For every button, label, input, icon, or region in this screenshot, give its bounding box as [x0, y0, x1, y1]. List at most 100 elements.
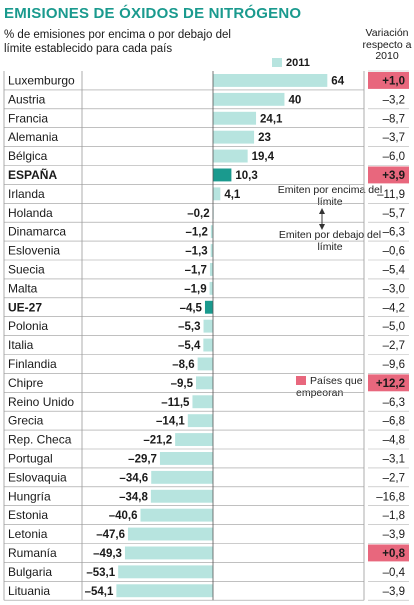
value-label: –1,3	[185, 246, 207, 258]
change-value: –0,6	[383, 246, 405, 258]
change-value: –8,7	[383, 113, 405, 125]
bar	[213, 149, 248, 163]
value-label: –47,6	[96, 529, 125, 541]
change-value: –1,8	[383, 510, 405, 522]
bar	[150, 489, 213, 503]
value-label: –1,9	[184, 283, 206, 295]
category-label: Lituania	[8, 584, 50, 598]
change-value: –0,4	[383, 567, 406, 579]
bar	[116, 584, 213, 598]
category-label: Dinamarca	[8, 225, 66, 239]
change-value: –6,3	[383, 227, 405, 239]
category-label: Chipre	[8, 376, 44, 390]
change-value: –3,9	[383, 529, 405, 541]
change-value: –4,8	[383, 435, 405, 447]
change-value: +1,0	[382, 76, 405, 88]
value-label: 40	[288, 94, 301, 106]
bar	[124, 546, 213, 560]
category-label: Luxemburgo	[8, 74, 75, 88]
category-label: Grecia	[8, 414, 44, 428]
category-label: Polonia	[8, 319, 48, 333]
bar	[213, 168, 232, 182]
category-label: Holanda	[8, 206, 53, 220]
bar	[213, 74, 328, 87]
value-label: –53,1	[86, 567, 115, 579]
arrow-down-head	[319, 224, 325, 230]
value-label: –40,6	[109, 510, 138, 522]
change-value: –3,9	[383, 586, 405, 598]
change-value: –11,9	[377, 189, 405, 201]
change-value: –5,4	[383, 265, 406, 277]
value-label: –49,3	[93, 548, 122, 560]
value-label: –54,1	[85, 586, 114, 598]
category-label: Alemania	[8, 130, 58, 144]
value-label: 64	[331, 76, 344, 88]
change-value: –5,7	[383, 208, 405, 220]
chart-subtitle: % de emisiones por encima o por debajo d…	[4, 29, 231, 55]
bar	[203, 338, 213, 352]
category-label: Estonia	[8, 508, 48, 522]
category-label: Reino Unido	[8, 395, 74, 409]
value-label: –1,7	[185, 265, 207, 277]
change-value: –6,8	[383, 416, 405, 428]
bar	[204, 300, 213, 314]
change-value: –3,1	[383, 454, 405, 466]
change-value: –3,7	[383, 132, 405, 144]
value-label: –11,5	[161, 397, 190, 409]
value-label: –8,6	[172, 359, 194, 371]
change-value: +12,2	[376, 378, 405, 390]
change-value: –5,0	[383, 321, 405, 333]
chart-title: EMISIONES DE ÓXIDOS DE NITRÓGENO	[4, 5, 302, 22]
legend-2011: 2011	[272, 57, 310, 69]
worse-highlight	[368, 544, 409, 562]
bar	[210, 244, 213, 257]
worse-legend: Países que empeoran	[296, 375, 376, 399]
category-label: Austria	[8, 92, 46, 106]
value-label: –34,8	[119, 491, 148, 503]
bar	[159, 452, 213, 465]
bar	[118, 565, 213, 579]
worse-highlight	[368, 72, 409, 89]
change-value: –3,2	[383, 94, 405, 106]
change-value: –16,8	[376, 491, 405, 503]
category-label: ESPAÑA	[8, 167, 57, 182]
value-label: –4,5	[180, 302, 203, 314]
value-label: –29,7	[128, 454, 157, 466]
change-value: –3,0	[383, 283, 405, 295]
worse-highlight	[368, 374, 409, 392]
bar	[203, 319, 213, 333]
bar	[213, 92, 285, 106]
category-label: Eslovaquia	[8, 470, 67, 484]
value-label: 10,3	[235, 170, 257, 182]
change-value: –4,2	[383, 302, 405, 314]
bar	[187, 414, 213, 428]
value-label: –34,6	[119, 472, 148, 484]
value-label: –1,2	[185, 227, 207, 239]
category-label: Rep. Checa	[8, 433, 72, 447]
change-value: +3,9	[382, 170, 405, 182]
value-label: –5,3	[178, 321, 200, 333]
note-above-limit: Emiten por encima del límite	[277, 184, 383, 208]
category-label: UE-27	[8, 300, 42, 314]
bar	[140, 508, 213, 522]
category-label: Malta	[8, 281, 38, 295]
category-label: Finlandia	[8, 357, 57, 371]
value-label: –9,5	[171, 378, 194, 390]
category-label: Portugal	[8, 452, 53, 466]
value-label: –0,2	[187, 208, 209, 220]
change-value: –9,6	[383, 359, 405, 371]
worse-label: Países que empeoran	[296, 375, 363, 399]
bar	[192, 395, 213, 409]
value-label: –5,4	[178, 340, 201, 352]
value-label: –21,2	[143, 435, 172, 447]
category-label: Rumanía	[8, 546, 57, 560]
worse-swatch	[296, 376, 306, 385]
bar	[127, 527, 213, 541]
arrow-up-head	[319, 208, 325, 214]
category-label: Eslovenia	[8, 244, 60, 258]
value-label: 24,1	[260, 113, 283, 125]
value-label: 4,1	[224, 189, 241, 201]
bar	[210, 225, 213, 239]
change-value: –2,7	[383, 472, 405, 484]
